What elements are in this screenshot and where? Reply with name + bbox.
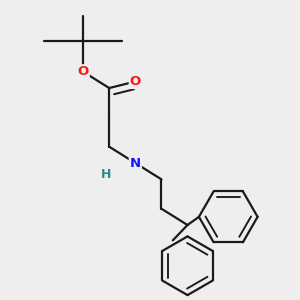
Text: O: O <box>130 75 141 88</box>
Text: O: O <box>77 65 89 78</box>
Text: H: H <box>101 168 111 181</box>
Text: N: N <box>130 157 141 169</box>
